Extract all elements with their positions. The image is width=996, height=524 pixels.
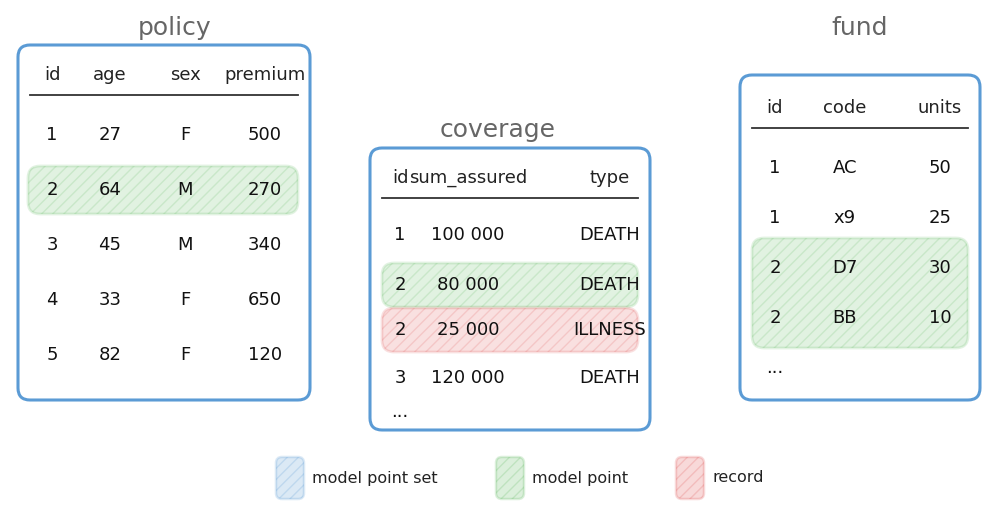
FancyBboxPatch shape bbox=[28, 166, 298, 214]
Text: 500: 500 bbox=[248, 126, 282, 144]
Text: model point: model point bbox=[532, 471, 628, 486]
Text: 10: 10 bbox=[928, 309, 951, 327]
Text: BB: BB bbox=[833, 309, 858, 327]
Text: 82: 82 bbox=[99, 346, 122, 364]
Text: id: id bbox=[767, 99, 783, 117]
Text: 2: 2 bbox=[769, 259, 781, 277]
FancyBboxPatch shape bbox=[382, 308, 638, 352]
FancyBboxPatch shape bbox=[382, 263, 638, 307]
Text: 100 000: 100 000 bbox=[431, 226, 505, 244]
Text: 340: 340 bbox=[248, 236, 282, 254]
Text: 270: 270 bbox=[248, 181, 282, 199]
FancyBboxPatch shape bbox=[676, 457, 704, 499]
Text: D7: D7 bbox=[833, 259, 858, 277]
Text: F: F bbox=[180, 291, 190, 309]
Text: 27: 27 bbox=[99, 126, 122, 144]
Text: premium: premium bbox=[224, 66, 306, 84]
FancyBboxPatch shape bbox=[740, 75, 980, 400]
Text: id: id bbox=[391, 169, 408, 187]
Text: code: code bbox=[824, 99, 867, 117]
Text: 2: 2 bbox=[394, 276, 405, 294]
Text: record: record bbox=[712, 471, 764, 486]
Text: 64: 64 bbox=[99, 181, 122, 199]
Text: sex: sex bbox=[169, 66, 200, 84]
FancyBboxPatch shape bbox=[370, 148, 650, 430]
Text: M: M bbox=[177, 236, 193, 254]
Text: 3: 3 bbox=[46, 236, 58, 254]
Text: 3: 3 bbox=[394, 369, 405, 387]
FancyBboxPatch shape bbox=[276, 457, 304, 499]
Text: DEATH: DEATH bbox=[580, 276, 640, 294]
Text: id: id bbox=[44, 66, 60, 84]
Text: 80 000: 80 000 bbox=[437, 276, 499, 294]
Text: ...: ... bbox=[766, 359, 784, 377]
Text: 2: 2 bbox=[394, 321, 405, 339]
Text: age: age bbox=[94, 66, 126, 84]
Text: 120: 120 bbox=[248, 346, 282, 364]
Text: coverage: coverage bbox=[440, 118, 556, 142]
Text: F: F bbox=[180, 346, 190, 364]
Text: 50: 50 bbox=[928, 159, 951, 177]
Text: M: M bbox=[177, 181, 193, 199]
Text: DEATH: DEATH bbox=[580, 226, 640, 244]
Text: type: type bbox=[590, 169, 630, 187]
Text: 1: 1 bbox=[394, 226, 405, 244]
Text: 30: 30 bbox=[928, 259, 951, 277]
Text: 33: 33 bbox=[99, 291, 122, 309]
Text: 45: 45 bbox=[99, 236, 122, 254]
Text: 2: 2 bbox=[769, 309, 781, 327]
Text: 4: 4 bbox=[46, 291, 58, 309]
Text: ...: ... bbox=[391, 403, 408, 421]
Text: ILLNESS: ILLNESS bbox=[574, 321, 646, 339]
Text: 2: 2 bbox=[46, 181, 58, 199]
FancyBboxPatch shape bbox=[496, 457, 524, 499]
Text: sum_assured: sum_assured bbox=[409, 169, 527, 187]
Text: 120 000: 120 000 bbox=[431, 369, 505, 387]
Text: fund: fund bbox=[832, 16, 888, 40]
Text: 25 000: 25 000 bbox=[437, 321, 499, 339]
Text: F: F bbox=[180, 126, 190, 144]
FancyBboxPatch shape bbox=[752, 238, 968, 348]
Text: 650: 650 bbox=[248, 291, 282, 309]
Text: 1: 1 bbox=[769, 159, 781, 177]
Text: 5: 5 bbox=[46, 346, 58, 364]
Text: 1: 1 bbox=[46, 126, 58, 144]
Text: 1: 1 bbox=[769, 209, 781, 227]
Text: DEATH: DEATH bbox=[580, 369, 640, 387]
Text: x9: x9 bbox=[834, 209, 857, 227]
Text: policy: policy bbox=[138, 16, 212, 40]
Text: units: units bbox=[918, 99, 962, 117]
Text: AC: AC bbox=[833, 159, 858, 177]
Text: 25: 25 bbox=[928, 209, 951, 227]
FancyBboxPatch shape bbox=[18, 45, 310, 400]
Text: model point set: model point set bbox=[312, 471, 437, 486]
